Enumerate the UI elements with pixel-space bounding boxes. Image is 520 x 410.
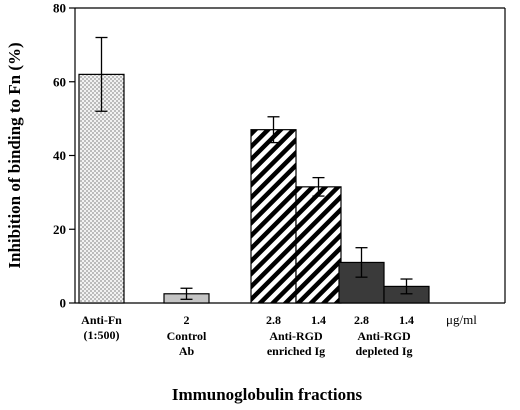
axes [69,7,506,304]
category-label: depleted Ig [356,344,413,358]
category-label: Anti-RGD [269,329,323,343]
category-label: Anti-Fn [81,313,122,327]
bar [295,186,342,304]
category-label: enriched Ig [267,344,325,358]
unit-label: μg/ml [446,312,477,327]
dose-label: 1.4 [399,313,414,327]
category-label: Control [167,329,207,343]
y-tick-label: 20 [53,222,66,237]
category-label: Ab [179,344,195,358]
dose-label: 2.8 [354,313,369,327]
category-label: (1:500) [84,328,120,342]
dose-label: 2 [184,313,190,327]
bar [250,129,297,304]
y-axis-title: Inhibition of binding to Fn (%) [5,42,24,268]
category-label: Anti-RGD [357,329,411,343]
dose-label: 2.8 [266,313,281,327]
x-axis-title: Immunoglobulin fractions [172,385,363,404]
dose-label: 1.4 [311,313,326,327]
y-tick-label: 40 [53,148,66,163]
labels: 0 20 40 60 80 Inhibition of binding to Fn (%)… [5,1,477,405]
bars [78,36,430,304]
y-tick-label: 80 [53,1,66,16]
y-tick-label: 0 [60,296,67,311]
y-tick-label: 60 [53,74,66,89]
bar [78,73,125,304]
